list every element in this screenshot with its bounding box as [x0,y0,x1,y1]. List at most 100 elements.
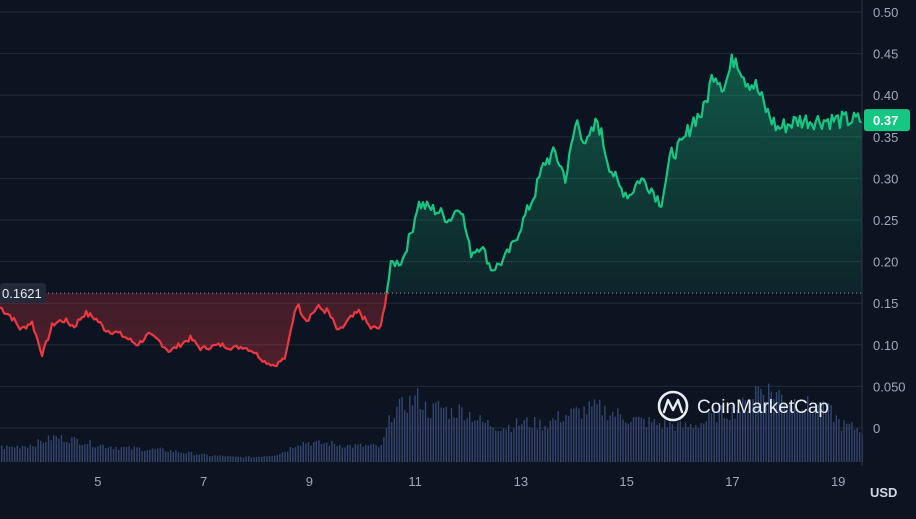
volume-bar [443,407,445,462]
volume-bar [58,438,60,462]
volume-bar [593,399,596,462]
volume-bar [658,423,661,462]
volume-bar [193,455,195,462]
volume-bar [500,430,502,462]
volume-bar [469,412,471,462]
volume-bar [50,440,52,462]
volume-bar [721,404,723,462]
volume-bar [838,419,840,462]
volume-bar [250,457,252,462]
volume-bar [690,423,692,462]
volume-bar [742,397,744,462]
volume-bar [372,443,375,462]
volume-bar [99,444,102,462]
volume-bar [505,429,507,462]
volume-bar [617,408,619,462]
volume-bar [326,442,328,462]
volume-bar [378,447,380,462]
x-tick-label: 9 [306,474,313,489]
volume-bar [619,414,622,462]
volume-bar [695,424,697,462]
volume-bar [383,437,385,462]
y-tick-label: 0.20 [873,255,898,270]
volume-bar [713,408,715,462]
volume-bar [411,405,414,462]
volume-bar [729,420,731,462]
volume-bar [692,428,694,462]
volume-bar [851,422,853,462]
volume-bar [536,429,538,462]
volume-bar [565,414,567,462]
volume-bar [627,423,629,462]
volume-bar [734,418,736,462]
volume-bar [567,415,570,462]
volume-bar [346,444,349,462]
volume-bar [560,422,562,462]
x-tick-label: 19 [831,474,845,489]
volume-bar [235,456,237,462]
volume-bar [63,441,65,462]
volume-bar [398,398,401,462]
y-tick-label: 0.35 [873,130,898,145]
volume-bar [458,404,460,462]
volume-bar [391,422,393,462]
volume-bar [110,446,112,462]
y-axis-ticks: 0.50 0.45 0.40 0.35 0.30 0.25 0.20 0.15 0.10 0.05… [873,5,906,436]
current-price-label: 0.37 [873,113,898,128]
volume-bar [107,447,109,462]
volume-bar [669,422,671,462]
volume-bar [222,455,224,462]
volume-bar [794,398,796,462]
volume-bar [723,418,726,462]
volume-bar [796,409,798,462]
volume-bar [206,454,208,462]
volume-bar [331,441,333,462]
volume-bar [385,428,388,462]
volume-bar [302,442,304,462]
volume-bar [513,428,515,462]
volume-bar [268,455,271,462]
volume-bar [315,440,317,462]
x-axis-ticks: 5 7 9 11 13 15 17 19 [94,474,845,489]
y-tick-label: 0.25 [873,213,898,228]
volume-bar [687,427,689,462]
volume-bar [248,456,250,462]
volume-bar [479,415,481,462]
volume-bar [183,453,185,462]
volume-bar [768,383,770,462]
volume-bar [237,456,239,462]
volume-bar [606,420,609,462]
volume-bar [827,403,830,462]
volume-bar [214,455,216,462]
x-tick-label: 7 [200,474,207,489]
volume-bar [300,445,302,462]
volume-bar [645,427,648,462]
volume-bar [313,442,315,462]
volume-bar [502,428,505,462]
volume-bar [92,447,94,462]
volume-bar [79,444,81,462]
price-line-up [385,53,862,294]
volume-bar [489,426,492,462]
volume-bar [578,408,580,462]
volume-bar [349,445,351,462]
volume-bar [812,413,814,462]
volume-bar [523,420,525,462]
volume-bar [427,417,429,462]
volume-bar [583,406,585,462]
x-tick-label: 11 [408,474,422,489]
volume-bar [682,428,684,462]
volume-bar [710,413,713,462]
volume-bar [81,445,83,462]
volume-bar [188,451,190,462]
volume-bar [515,418,518,462]
volume-bar [125,447,128,462]
x-tick-label: 13 [514,474,528,489]
volume-bar [630,421,632,462]
volume-bar [144,450,146,462]
volume-bar [328,445,330,462]
volume-bar [55,436,57,462]
volume-bar [820,414,822,462]
volume-bar [68,443,70,462]
